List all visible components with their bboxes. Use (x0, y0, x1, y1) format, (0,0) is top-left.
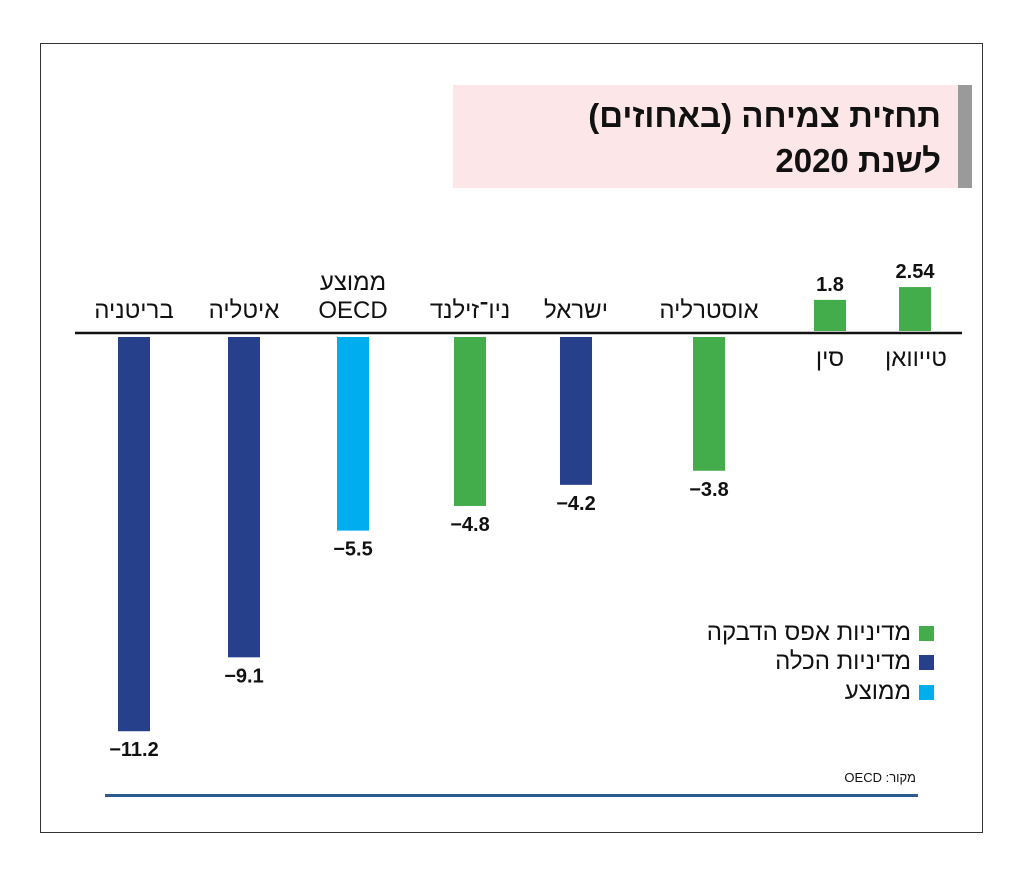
category-label: אוסטרליה (659, 297, 758, 324)
legend-item-zero: מדיניות אפס הדבקה (707, 619, 934, 647)
legend-swatch (919, 654, 934, 670)
category-label: סין (816, 345, 844, 372)
legend-item-containment: מדיניות הכלה (775, 648, 934, 676)
legend-label: מדיניות אפס הדבקה (706, 619, 911, 646)
bar (814, 299, 846, 331)
category-label: OECD (318, 297, 387, 324)
chart-frame (40, 43, 983, 833)
legend-swatch (919, 684, 934, 700)
chart-subtitle: לשנת 2020 (775, 142, 941, 179)
legend-label: מדיניות הכלה (775, 648, 911, 675)
title-accent-bar (958, 85, 972, 188)
value-label: 1.8 (816, 274, 844, 296)
category-label: טייוואן (885, 345, 947, 372)
title-box (453, 85, 958, 188)
value-label: −5.5 (333, 539, 372, 561)
category-label: איטליה (209, 297, 280, 324)
value-label: −3.8 (689, 479, 728, 501)
category-label: ישראל (544, 297, 608, 324)
bar (228, 337, 260, 658)
value-label: 2.54 (896, 261, 936, 283)
bar (560, 337, 592, 485)
source-note: מקור: OECD (844, 770, 916, 785)
value-label: −9.1 (224, 665, 263, 687)
category-label: ניו־זילנד (430, 297, 510, 324)
bottom-rule (105, 794, 918, 797)
value-label: −4.2 (556, 493, 595, 515)
category-label: בריטניה (94, 297, 173, 324)
bar (693, 337, 725, 471)
bar (454, 337, 486, 506)
category-label: ממוצע (320, 269, 386, 296)
legend-item-average: ממוצע (845, 678, 934, 706)
chart-title: תחזית צמיחה (באחוזים) (588, 97, 941, 134)
bar (118, 337, 150, 732)
bar (899, 287, 931, 331)
value-label: −11.2 (109, 739, 159, 761)
bar (337, 337, 369, 531)
value-label: −4.8 (450, 514, 489, 536)
legend-label: ממוצע (844, 678, 911, 705)
legend-swatch (919, 625, 934, 641)
